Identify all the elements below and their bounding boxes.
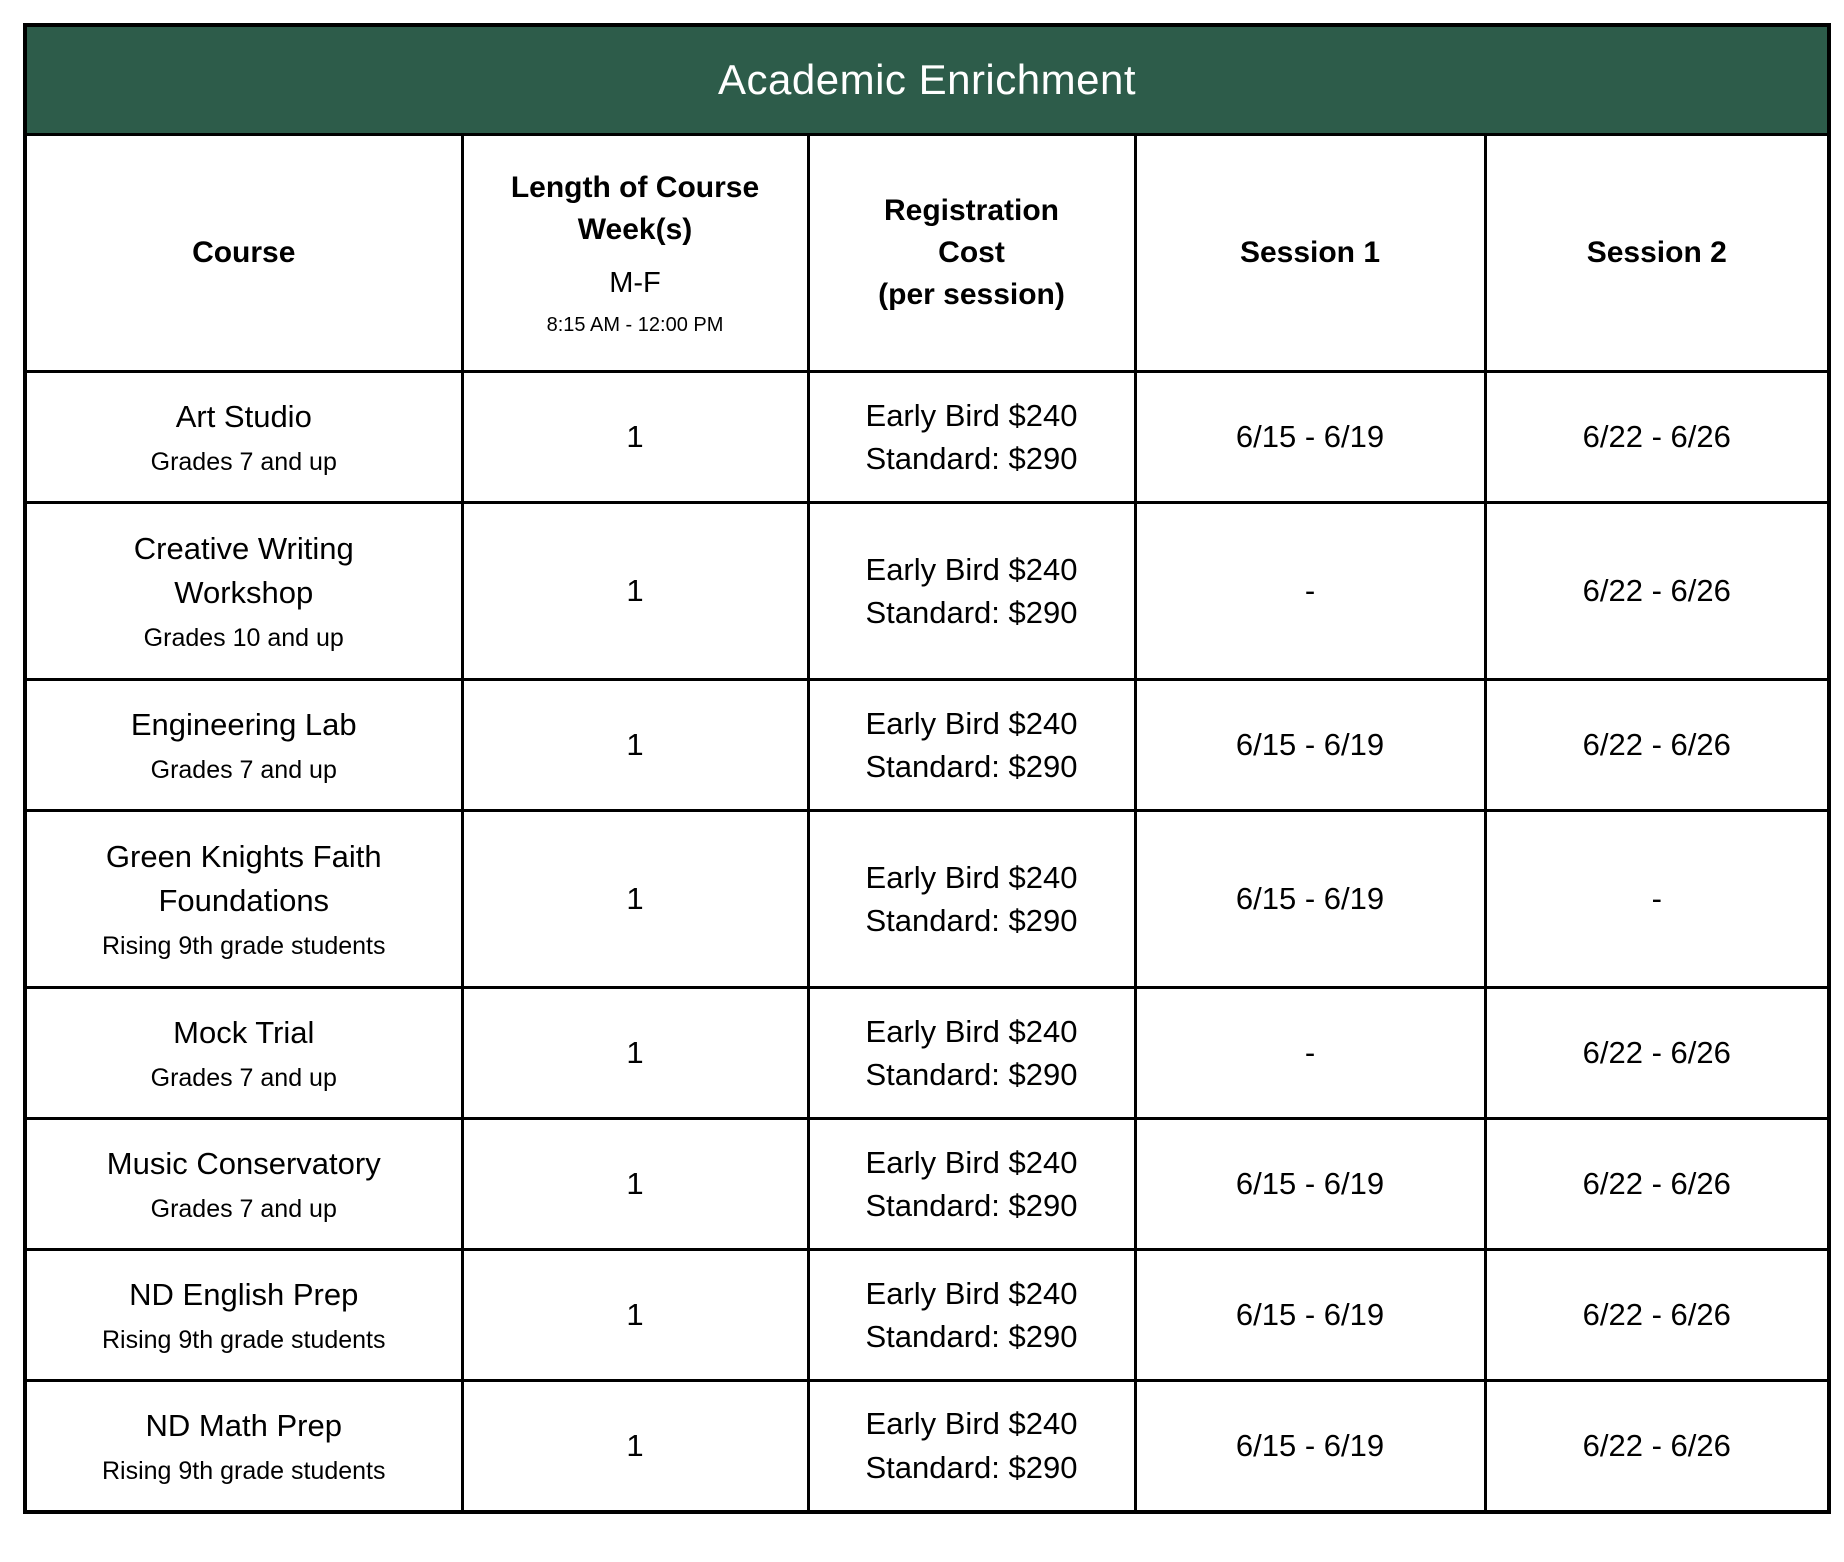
course-audience: Grades 7 and up <box>150 448 337 477</box>
course-name: Green Knights Faith Foundations <box>105 839 382 919</box>
session1-cell: 6/15 - 6/19 <box>1133 370 1487 504</box>
course-name: ND English Prep <box>129 1277 359 1313</box>
table-row: Engineering Lab Grades 7 and up 1 Early … <box>23 678 1831 812</box>
course-audience: Rising 9th grade students <box>101 1326 386 1355</box>
session2-cell: 6/22 - 6/26 <box>1483 501 1831 681</box>
session2-cell: 6/22 - 6/26 <box>1483 370 1831 504</box>
table-row: ND Math Prep Rising 9th grade students 1… <box>23 1379 1831 1513</box>
session2-cell: 6/22 - 6/26 <box>1483 1248 1831 1382</box>
course-name: Creative Writing Workshop <box>133 531 354 611</box>
table-row: Green Knights Faith Foundations Rising 9t… <box>23 809 1831 989</box>
course-name: Engineering Lab <box>130 707 357 743</box>
length-header-time: 8:15 AM - 12:00 PM <box>546 314 724 337</box>
length-weeks-cell: 1 <box>460 1379 810 1513</box>
length-weeks-cell: 1 <box>460 809 810 989</box>
column-header-row: Course Length of Course Week(s) M-F 8:15 … <box>23 133 1831 373</box>
length-weeks-cell: 1 <box>460 678 810 812</box>
table-row: Mock Trial Grades 7 and up 1 Early Bird … <box>23 986 1831 1120</box>
length-header-label: Length of Course Week(s) <box>510 170 760 246</box>
registration-cost-cell: Early Bird $240 Standard: $290 <box>806 1117 1137 1251</box>
session2-cell: 6/22 - 6/26 <box>1483 678 1831 812</box>
cost-lines: Early Bird $240 Standard: $290 <box>865 1144 1078 1223</box>
session2-cell: 6/22 - 6/26 <box>1483 1379 1831 1513</box>
registration-cost-cell: Early Bird $240 Standard: $290 <box>806 501 1137 681</box>
length-weeks-cell: 1 <box>460 501 810 681</box>
registration-cost-cell: Early Bird $240 Standard: $290 <box>806 809 1137 989</box>
length-weeks-cell: 1 <box>460 986 810 1120</box>
session1-cell: 6/15 - 6/19 <box>1133 1248 1487 1382</box>
course-cell: Green Knights Faith Foundations Rising 9t… <box>23 809 464 989</box>
table-row: ND English Prep Rising 9th grade student… <box>23 1248 1831 1382</box>
course-cell: Music Conservatory Grades 7 and up <box>23 1117 464 1251</box>
registration-cost-cell: Early Bird $240 Standard: $290 <box>806 1379 1137 1513</box>
cost-lines: Early Bird $240 Standard: $290 <box>865 397 1078 476</box>
course-name: Music Conservatory <box>106 1146 381 1182</box>
session2-cell: 6/22 - 6/26 <box>1483 1117 1831 1251</box>
course-audience: Grades 7 and up <box>150 756 337 785</box>
course-cell: Engineering Lab Grades 7 and up <box>23 678 464 812</box>
course-audience: Grades 7 and up <box>150 1064 337 1093</box>
table-row: Creative Writing Workshop Grades 10 and u… <box>23 501 1831 681</box>
column-header-session2: Session 2 <box>1483 133 1831 373</box>
cost-lines: Early Bird $240 Standard: $290 <box>865 1013 1078 1092</box>
column-header-cost: Registration Cost (per session) <box>806 133 1137 373</box>
table-body: Art Studio Grades 7 and up 1 Early Bird … <box>23 370 1831 1513</box>
table-title: Academic Enrichment <box>23 23 1831 136</box>
length-weeks-cell: 1 <box>460 370 810 504</box>
course-name: Mock Trial <box>173 1015 315 1051</box>
cost-lines: Early Bird $240 Standard: $290 <box>865 1275 1078 1354</box>
registration-cost-cell: Early Bird $240 Standard: $290 <box>806 986 1137 1120</box>
registration-cost-cell: Early Bird $240 Standard: $290 <box>806 370 1137 504</box>
course-name: ND Math Prep <box>145 1407 342 1443</box>
length-weeks-cell: 1 <box>460 1117 810 1251</box>
session2-cell: 6/22 - 6/26 <box>1483 986 1831 1120</box>
table-row: Art Studio Grades 7 and up 1 Early Bird … <box>23 370 1831 504</box>
session1-cell: 6/15 - 6/19 <box>1133 809 1487 989</box>
column-header-course: Course <box>23 133 464 373</box>
cost-lines: Early Bird $240 Standard: $290 <box>865 859 1078 938</box>
session1-cell: 6/15 - 6/19 <box>1133 1117 1487 1251</box>
length-weeks-cell: 1 <box>460 1248 810 1382</box>
session1-cell: - <box>1133 986 1487 1120</box>
session1-cell: 6/15 - 6/19 <box>1133 678 1487 812</box>
session1-cell: 6/15 - 6/19 <box>1133 1379 1487 1513</box>
course-cell: ND Math Prep Rising 9th grade students <box>23 1379 464 1513</box>
academic-enrichment-table: Academic Enrichment Course Length of Cou… <box>23 23 1832 1514</box>
course-audience: Rising 9th grade students <box>101 1457 386 1485</box>
registration-cost-cell: Early Bird $240 Standard: $290 <box>806 678 1137 812</box>
cost-lines: Early Bird $240 Standard: $290 <box>865 1406 1078 1485</box>
length-header-days: M-F <box>609 266 661 299</box>
column-header-length: Length of Course Week(s) M-F 8:15 AM - 12… <box>460 133 810 373</box>
cost-lines: Early Bird $240 Standard: $290 <box>865 705 1078 784</box>
table-row: Music Conservatory Grades 7 and up 1 Ear… <box>23 1117 1831 1251</box>
course-cell: Art Studio Grades 7 and up <box>23 370 464 504</box>
course-cell: ND English Prep Rising 9th grade student… <box>23 1248 464 1382</box>
column-header-session1: Session 1 <box>1133 133 1487 373</box>
enrichment-table-wrap: Academic Enrichment Course Length of Cou… <box>23 23 1832 1514</box>
session1-cell: - <box>1133 501 1487 681</box>
course-name: Art Studio <box>175 399 312 435</box>
registration-cost-cell: Early Bird $240 Standard: $290 <box>806 1248 1137 1382</box>
course-audience: Grades 10 and up <box>143 624 344 653</box>
course-audience: Rising 9th grade students <box>101 932 386 961</box>
cost-lines: Early Bird $240 Standard: $290 <box>865 551 1078 630</box>
course-audience: Grades 7 and up <box>150 1195 337 1224</box>
course-cell: Creative Writing Workshop Grades 10 and u… <box>23 501 464 681</box>
title-row: Academic Enrichment <box>23 23 1831 136</box>
course-cell: Mock Trial Grades 7 and up <box>23 986 464 1120</box>
cost-header-label: Registration Cost (per session) <box>878 194 1065 311</box>
session2-cell: - <box>1483 809 1831 989</box>
